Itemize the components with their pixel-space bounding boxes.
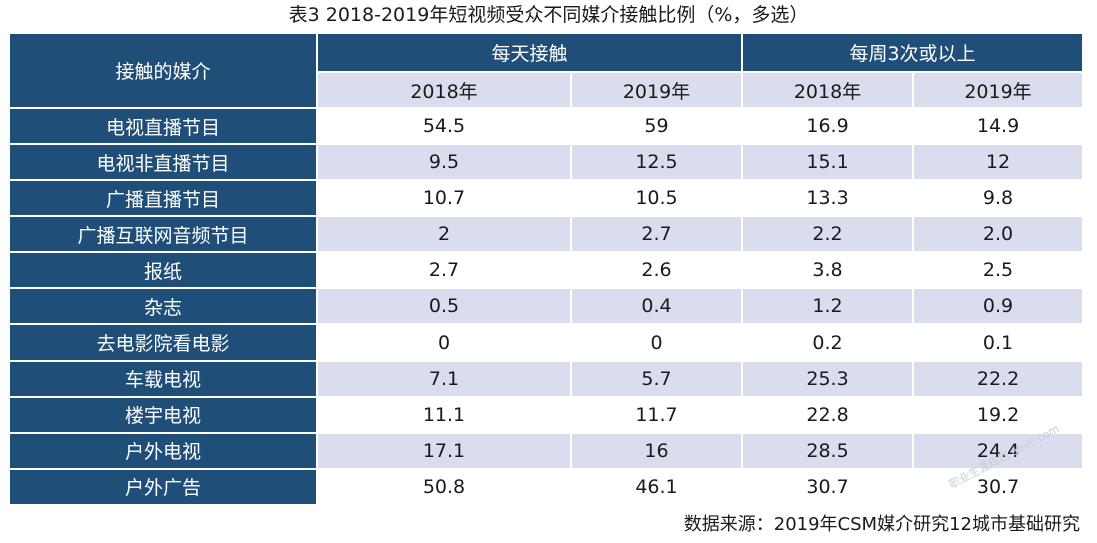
table-cell: 54.5 — [316, 106, 572, 146]
table-cell: 0 — [316, 323, 572, 362]
year-header: 2019年 — [912, 71, 1085, 109]
row-label: 杂志 — [8, 287, 318, 326]
table-cell: 25.3 — [741, 359, 915, 398]
table-cell: 12 — [912, 143, 1085, 182]
table-cell: 2.7 — [316, 251, 572, 290]
table-cell: 17.1 — [316, 431, 572, 470]
media-contact-table: 接触的媒介 每天接触 每周3次或以上 2018年 2019年 2018年 201… — [8, 32, 1085, 507]
table-cell: 50.8 — [316, 467, 572, 507]
table-row: 广播直播节目 10.7 10.5 13.3 9.8 — [8, 179, 1085, 218]
row-label: 去电影院看电影 — [8, 323, 318, 362]
table-row: 电视非直播节目 9.5 12.5 15.1 12 — [8, 143, 1085, 182]
table-cell: 30.7 — [741, 467, 915, 507]
table-cell: 2.5 — [912, 251, 1085, 290]
row-label: 报纸 — [8, 251, 318, 290]
year-header: 2018年 — [741, 71, 915, 109]
table-cell: 2.2 — [741, 215, 915, 254]
table-cell: 12.5 — [569, 143, 744, 182]
table-cell: 30.7 — [912, 467, 1085, 507]
table-cell: 19.2 — [912, 395, 1085, 434]
table-cell: 2.0 — [912, 215, 1085, 254]
table-cell: 5.7 — [569, 359, 744, 398]
table-cell: 46.1 — [569, 467, 744, 507]
row-label: 电视直播节目 — [8, 106, 318, 146]
table-cell: 0.9 — [912, 287, 1085, 326]
table-cell: 0.1 — [912, 323, 1085, 362]
table-cell: 10.5 — [569, 179, 744, 218]
table-cell: 7.1 — [316, 359, 572, 398]
row-label: 电视非直播节目 — [8, 143, 318, 182]
table-cell: 16 — [569, 431, 744, 470]
table-cell: 3.8 — [741, 251, 915, 290]
table-row: 户外广告 50.8 46.1 30.7 30.7 — [8, 467, 1085, 507]
row-label: 广播互联网音频节目 — [8, 215, 318, 254]
table-cell: 0 — [569, 323, 744, 362]
table-title: 表3 2018-2019年短视频受众不同媒介接触比例（%，多选） — [288, 4, 809, 26]
table-cell: 22.2 — [912, 359, 1085, 398]
table-row: 广播互联网音频节目 2 2.7 2.2 2.0 — [8, 215, 1085, 254]
row-header-cell: 接触的媒介 — [8, 32, 318, 109]
table-cell: 13.3 — [741, 179, 915, 218]
table-row: 报纸 2.7 2.6 3.8 2.5 — [8, 251, 1085, 290]
table-cell: 15.1 — [741, 143, 915, 182]
table-cell: 24.4 — [912, 431, 1085, 470]
table-cell: 0.4 — [569, 287, 744, 326]
row-label: 楼宇电视 — [8, 395, 318, 434]
table-cell: 0.5 — [316, 287, 572, 326]
table-cell: 9.5 — [316, 143, 572, 182]
row-label: 户外广告 — [8, 467, 318, 507]
group-header-daily: 每天接触 — [315, 32, 744, 73]
table-row: 杂志 0.5 0.4 1.2 0.9 — [8, 287, 1085, 326]
table-cell: 59 — [569, 106, 744, 146]
table-cell: 11.1 — [316, 395, 572, 434]
table-cell: 0.2 — [741, 323, 915, 362]
row-label: 车载电视 — [8, 359, 318, 398]
table-cell: 28.5 — [741, 431, 915, 470]
table-row: 户外电视 17.1 16 28.5 24.4 — [8, 431, 1085, 470]
table-cell: 9.8 — [912, 179, 1085, 218]
year-header: 2019年 — [569, 71, 744, 109]
table-row: 电视直播节目 54.5 59 16.9 14.9 — [8, 106, 1085, 146]
table-cell: 14.9 — [912, 106, 1085, 146]
table-cell: 16.9 — [741, 106, 915, 146]
data-source-note: 数据来源：2019年CSM媒介研究12城市基础研究 — [683, 514, 1080, 535]
table-row: 楼宇电视 11.1 11.7 22.8 19.2 — [8, 395, 1085, 434]
table-cell: 2 — [316, 215, 572, 254]
table-row: 去电影院看电影 0 0 0.2 0.1 — [8, 323, 1085, 362]
row-label: 户外电视 — [8, 431, 318, 470]
table-cell: 11.7 — [569, 395, 744, 434]
table-cell: 2.7 — [569, 215, 744, 254]
table-cell: 2.6 — [569, 251, 744, 290]
row-label: 广播直播节目 — [8, 179, 318, 218]
table-cell: 1.2 — [741, 287, 915, 326]
table-cell: 22.8 — [741, 395, 915, 434]
table-row: 车载电视 7.1 5.7 25.3 22.2 — [8, 359, 1085, 398]
year-header: 2018年 — [316, 71, 572, 109]
table-cell: 10.7 — [316, 179, 572, 218]
group-header-weekly: 每周3次或以上 — [741, 32, 1085, 73]
